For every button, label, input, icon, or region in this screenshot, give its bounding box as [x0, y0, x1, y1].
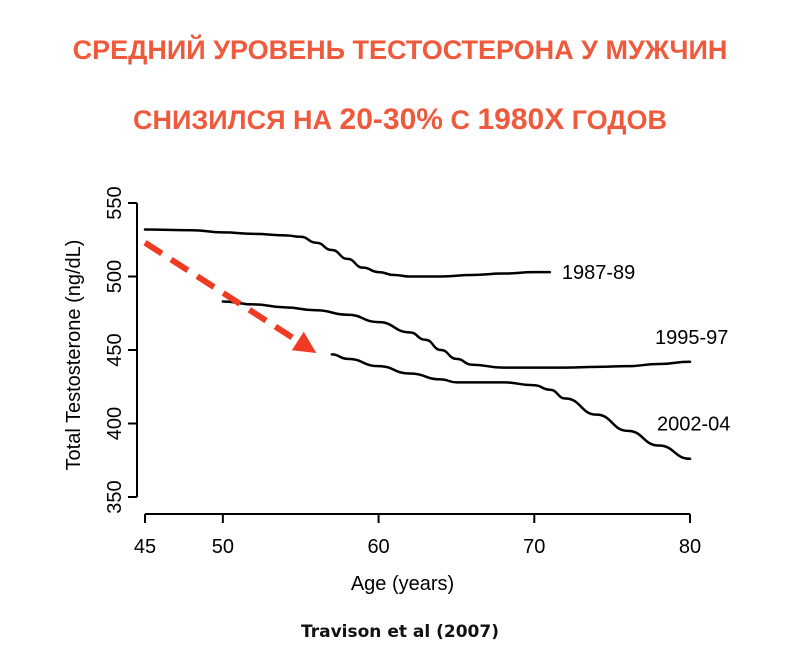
x-tick-label-60: 60: [367, 536, 389, 558]
x-tick-label-50: 50: [212, 536, 234, 558]
trend-arrow-head: [291, 331, 317, 353]
chart-title-line2: СНИЗИЛСЯ НА 20-30% С 1980Х ГОДОВ: [0, 103, 800, 137]
title-line2-prefix: СНИЗИЛСЯ НА: [132, 105, 340, 135]
y-tick-label-500: 500: [104, 260, 126, 293]
x-tick-label-45: 45: [134, 536, 156, 558]
y-tick-label-400: 400: [104, 407, 126, 440]
trend-arrow-shaft: [143, 240, 305, 347]
chart-title-line1: СРЕДНИЙ УРОВЕНЬ ТЕСТОСТЕРОНА У МУЖЧИН: [72, 35, 728, 65]
x-tick-label-80: 80: [679, 536, 701, 558]
x-tick-label-70: 70: [523, 536, 545, 558]
y-tick-label-550: 550: [104, 186, 126, 219]
plot-group: 1987-89 1995-97 2002-04: [143, 228, 730, 461]
title-line2-suffix: ГОДОВ: [564, 105, 668, 135]
series-label-1995-97: 1995-97: [655, 327, 728, 349]
axes-group: 350 400 450 500 550 45 50 60 70 80 Age (years) Tota…: [63, 186, 701, 595]
series-line-1987-89: [143, 228, 552, 278]
series-label-1987-89: 1987-89: [562, 262, 635, 284]
title-line2-year: 1980Х: [477, 103, 565, 136]
series-line-2002-04: [330, 353, 692, 461]
citation: Travison et al (2007): [301, 622, 499, 642]
title-line2-middle: С: [442, 105, 478, 135]
series-line-1995-97: [221, 300, 692, 369]
y-axis-label: Total Testosterone (ng/dL): [63, 240, 85, 471]
y-tick-label-450: 450: [104, 333, 126, 366]
series-label-2002-04: 2002-04: [657, 414, 730, 436]
y-tick-label-350: 350: [104, 480, 126, 513]
title-line2-percent: 20-30%: [339, 103, 443, 136]
x-axis-label: Age (years): [351, 573, 454, 595]
